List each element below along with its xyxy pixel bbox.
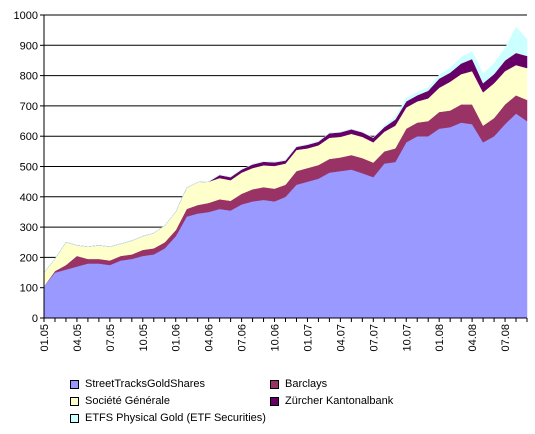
x-tick-label: 04.08 [467, 324, 479, 352]
x-tick-label: 07.05 [105, 324, 117, 352]
x-tick-label: 04.05 [72, 324, 84, 352]
legend-item: Société Générale [70, 395, 170, 407]
x-tick-label: 04.07 [335, 324, 347, 352]
y-tick-label: 200 [20, 252, 38, 264]
legend-item: ETFS Physical Gold (ETF Securities) [70, 412, 266, 424]
y-tick-label: 1000 [14, 10, 38, 22]
legend-swatch [270, 379, 279, 389]
y-tick-label: 0 [32, 313, 38, 325]
x-tick-label: 01.06 [171, 324, 183, 352]
x-tick-label: 10.05 [138, 324, 150, 352]
x-tick-label: 07.07 [368, 324, 380, 352]
x-tick-label: 01.07 [302, 324, 314, 352]
y-tick-label: 600 [20, 131, 38, 143]
y-axis-ticks: 0 100 200 300 400 500 600 700 800 900 1000 [14, 10, 44, 325]
y-tick-label: 900 [20, 40, 38, 52]
stacked-area-chart: 0 100 200 300 400 500 600 700 800 900 1000 01.05 04… [14, 10, 528, 352]
legend-swatch [70, 396, 79, 406]
y-tick-label: 300 [20, 222, 38, 234]
y-tick-label: 100 [20, 283, 38, 295]
x-tick-label: 01.08 [434, 324, 446, 352]
x-tick-label: 07.06 [237, 324, 249, 352]
x-tick-label: 10.06 [270, 324, 282, 352]
legend-swatch [70, 379, 79, 389]
legend-item: Barclays [270, 378, 327, 390]
legend-item: StreetTracksGoldShares [70, 378, 205, 390]
area-series-0 [43, 113, 528, 319]
area-series-4 [43, 26, 528, 273]
legend-swatch [70, 413, 79, 423]
x-tick-label: 10.07 [401, 324, 413, 352]
y-tick-label: 800 [20, 71, 38, 83]
legend-item: Zürcher Kantonalbank [270, 395, 393, 407]
series-areas [43, 26, 528, 319]
x-tick-label: 04.06 [204, 324, 216, 352]
legend-label: Zürcher Kantonalbank [285, 395, 394, 407]
legend-label: StreetTracksGoldShares [85, 378, 206, 390]
x-tick-label: 07.08 [500, 324, 512, 352]
y-tick-label: 400 [20, 192, 38, 204]
legend-swatch [270, 396, 279, 406]
x-axis-ticks: 01.05 04.05 07.05 10.05 01.06 04.06 07.06 10.06… [39, 318, 528, 352]
y-tick-label: 700 [20, 101, 38, 113]
legend-label: Barclays [285, 378, 328, 390]
y-tick-label: 500 [20, 162, 38, 174]
legend-label: Société Générale [85, 395, 170, 407]
x-tick-label: 01.05 [39, 324, 51, 352]
legend-label: ETFS Physical Gold (ETF Securities) [85, 412, 266, 424]
